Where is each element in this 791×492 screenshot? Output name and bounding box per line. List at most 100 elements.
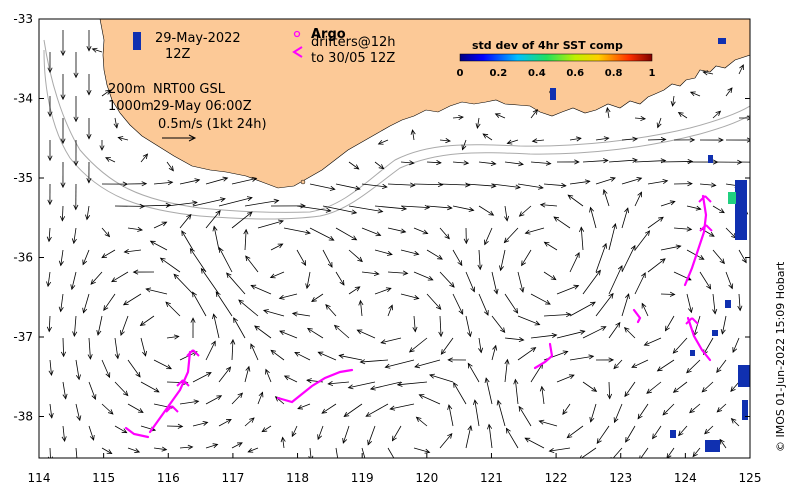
current-vector bbox=[309, 227, 335, 241]
current-vector bbox=[58, 293, 64, 313]
current-vector bbox=[505, 427, 519, 449]
current-vector bbox=[127, 359, 141, 378]
current-vector bbox=[673, 181, 693, 187]
current-vector bbox=[465, 315, 472, 338]
current-vector bbox=[317, 425, 324, 441]
current-vector bbox=[361, 183, 388, 189]
current-vector bbox=[47, 139, 53, 162]
current-vector bbox=[589, 206, 597, 229]
current-vector bbox=[494, 113, 506, 119]
current-vector bbox=[60, 73, 66, 101]
current-vector bbox=[530, 109, 538, 119]
current-vectors bbox=[46, 29, 750, 458]
current-vector bbox=[200, 267, 220, 295]
current-vector bbox=[367, 425, 376, 446]
depth-1000m-label: 1000m bbox=[108, 99, 154, 114]
current-vector bbox=[538, 419, 558, 427]
current-vector bbox=[725, 87, 733, 97]
current-vector bbox=[556, 329, 586, 339]
current-vector bbox=[335, 271, 345, 286]
current-vector bbox=[672, 337, 688, 354]
current-vector bbox=[579, 226, 585, 251]
current-vector bbox=[91, 47, 103, 53]
current-vector bbox=[283, 375, 298, 383]
current-vector bbox=[82, 293, 90, 314]
current-vector bbox=[132, 269, 155, 275]
current-vector bbox=[452, 205, 475, 212]
current-vector bbox=[701, 381, 714, 393]
current-vector bbox=[250, 343, 259, 361]
current-vector bbox=[86, 29, 92, 52]
current-vector bbox=[122, 293, 142, 306]
current-vector bbox=[517, 271, 525, 293]
current-vector bbox=[439, 182, 471, 188]
current-vector bbox=[477, 249, 483, 271]
current-vector bbox=[543, 271, 557, 281]
current-vector bbox=[244, 417, 255, 427]
x-tick-label: 120 bbox=[415, 471, 438, 485]
current-vector bbox=[73, 51, 79, 79]
current-vector bbox=[279, 330, 298, 339]
current-vector bbox=[621, 293, 630, 317]
current-vector bbox=[426, 293, 442, 310]
current-vector bbox=[101, 403, 114, 415]
current-vector bbox=[429, 373, 454, 383]
current-vector bbox=[369, 381, 402, 391]
current-vector bbox=[75, 447, 78, 458]
current-vector bbox=[566, 425, 584, 439]
current-vector bbox=[725, 137, 750, 143]
current-vector bbox=[192, 197, 226, 207]
current-vector bbox=[60, 161, 66, 189]
current-vector bbox=[218, 366, 232, 383]
current-vector bbox=[384, 359, 415, 369]
current-vector bbox=[356, 329, 376, 339]
current-vector bbox=[192, 291, 207, 317]
current-vector bbox=[491, 183, 521, 190]
date-label: 29-May-2022 bbox=[155, 31, 241, 46]
current-vector bbox=[660, 200, 676, 207]
current-vector bbox=[716, 403, 727, 413]
current-vector bbox=[452, 249, 463, 267]
current-vector bbox=[634, 230, 651, 251]
current-vector bbox=[387, 227, 407, 234]
current-vector bbox=[205, 443, 219, 449]
y-tick-label: -35 bbox=[13, 171, 33, 185]
current-vector bbox=[218, 246, 233, 273]
current-vector bbox=[699, 137, 724, 143]
current-vector bbox=[530, 332, 558, 339]
current-vector bbox=[582, 158, 609, 164]
current-vector bbox=[491, 271, 499, 295]
current-vector bbox=[374, 205, 408, 212]
current-vector bbox=[231, 176, 258, 185]
current-vector bbox=[309, 183, 336, 191]
current-vector bbox=[374, 161, 385, 170]
current-vector bbox=[556, 159, 580, 165]
x-tick-label: 122 bbox=[545, 471, 568, 485]
x-tick-label: 116 bbox=[157, 471, 180, 485]
current-vector bbox=[361, 270, 380, 277]
x-axis: 114 115 116 117 118 119 120 121 122 123 124 125 bbox=[28, 453, 761, 485]
current-vector bbox=[496, 399, 506, 427]
current-vector bbox=[361, 227, 382, 237]
current-vector bbox=[117, 136, 129, 142]
current-vector bbox=[238, 299, 259, 317]
current-vector bbox=[702, 70, 714, 76]
x-tick-label: 118 bbox=[286, 471, 309, 485]
current-vector bbox=[613, 403, 623, 424]
y-tick-label: -37 bbox=[13, 330, 33, 344]
current-vector bbox=[518, 205, 532, 217]
current-vector bbox=[113, 117, 119, 129]
current-vector bbox=[247, 447, 259, 453]
current-vector bbox=[140, 381, 160, 393]
current-vector bbox=[689, 403, 701, 414]
scale-label: 0.5m/s (1kt 24h) bbox=[158, 117, 267, 132]
current-vector bbox=[127, 447, 141, 453]
current-vector bbox=[58, 249, 64, 267]
current-vector bbox=[140, 337, 147, 357]
current-vector bbox=[361, 447, 366, 458]
current-vector bbox=[294, 352, 311, 361]
current-vector bbox=[478, 293, 489, 316]
current-vector bbox=[660, 244, 682, 251]
current-vector bbox=[595, 136, 610, 142]
x-tick-label: 114 bbox=[28, 471, 51, 485]
